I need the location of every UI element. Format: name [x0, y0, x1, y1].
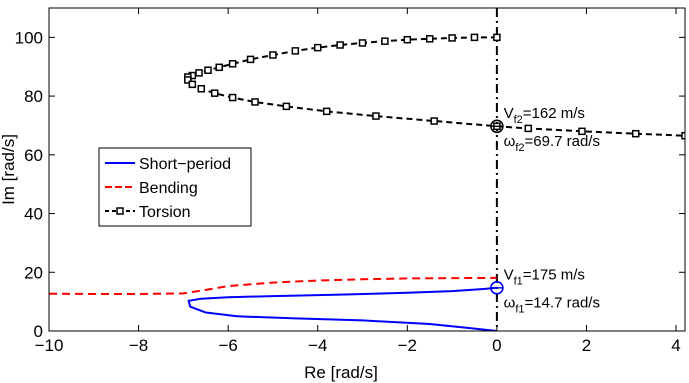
x-tick-label: 4 — [671, 336, 680, 355]
legend: Short−period Bending Torsion — [98, 147, 252, 227]
y-tick-label: 0 — [34, 322, 43, 341]
x-tick-label: 0 — [492, 336, 501, 355]
torsion-point — [195, 69, 203, 77]
series-line-bending — [49, 276, 497, 295]
legend-label: Torsion — [139, 204, 191, 221]
y-axis-title: Im [rad/s] — [0, 134, 18, 205]
x-tick-label: −2 — [398, 336, 417, 355]
legend-label: Short−period — [139, 156, 231, 173]
torsion-point — [228, 93, 237, 102]
annotation-text: ωf2=69.7 rad/s — [504, 133, 600, 154]
y-tick-label: 80 — [24, 87, 43, 106]
torsion-point — [381, 37, 389, 45]
torsion-point — [228, 60, 237, 68]
torsion-point — [403, 35, 412, 44]
torsion-point — [246, 55, 255, 64]
legend-marker — [116, 207, 124, 215]
x-tick-label: 2 — [582, 336, 591, 355]
y-tick-label: 40 — [24, 205, 43, 224]
annotation-text: ωf1=14.7 rad/s — [504, 295, 600, 316]
torsion-point — [681, 131, 685, 140]
x-tick-label: −8 — [129, 336, 148, 355]
x-tick-label: −4 — [308, 336, 327, 355]
torsion-point — [251, 98, 259, 106]
legend-label: Bending — [139, 180, 198, 197]
torsion-point — [210, 89, 219, 97]
torsion-point — [372, 112, 380, 120]
torsion-point — [188, 80, 197, 89]
torsion-point — [291, 47, 300, 55]
axes-frame — [48, 7, 686, 332]
torsion-point — [493, 33, 501, 42]
annotations: Vf2=162 m/s ωf2=69.7 rad/s Vf1=175 m/s ωf1=… — [504, 105, 600, 315]
torsion-point — [430, 117, 438, 125]
torsion-point — [631, 129, 640, 138]
torsion-point — [269, 51, 277, 59]
torsion-point — [184, 76, 192, 84]
torsion-point — [215, 63, 223, 72]
x-axis-title: Re [rad/s] — [304, 363, 378, 382]
y-tick-label: 60 — [24, 146, 43, 165]
y-tick-label: 100 — [15, 28, 43, 47]
y-tick-label: 20 — [24, 263, 43, 282]
torsion-point — [322, 107, 331, 116]
torsion-point — [358, 39, 367, 47]
annotation-text: Vf2=162 m/s — [504, 105, 585, 126]
series-line-short-period — [187, 286, 498, 331]
torsion-point — [336, 41, 344, 49]
torsion-point — [448, 34, 456, 42]
series-layer — [49, 8, 685, 331]
legend-box — [98, 147, 252, 227]
x-tick-label: −10 — [35, 336, 64, 355]
torsion-point — [470, 33, 479, 42]
torsion-point — [197, 85, 206, 93]
torsion-point — [282, 102, 291, 111]
torsion-point — [313, 43, 322, 52]
torsion-point — [578, 127, 586, 136]
torsion-point — [425, 35, 434, 43]
x-tick-label: −6 — [218, 336, 237, 355]
torsion-point — [524, 124, 532, 133]
torsion-point — [204, 66, 212, 75]
annotation-text: Vf1=175 m/s — [504, 267, 585, 288]
